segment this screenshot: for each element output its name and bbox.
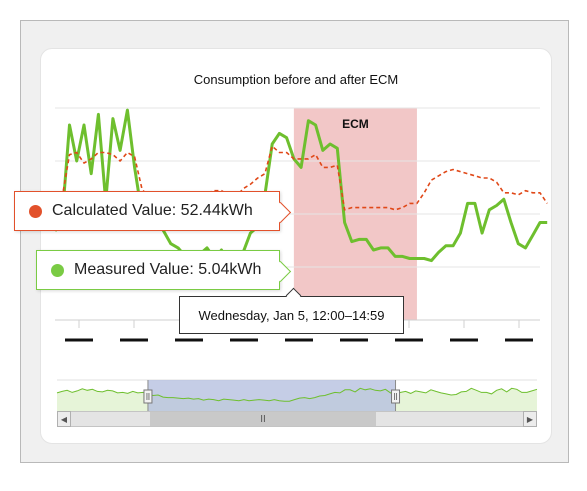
measured-value-line [53,108,548,271]
right-arrow-icon: ▶ [526,414,534,424]
scroll-thumb[interactable]: II [150,412,376,426]
chart-title: Consumption before and after ECM [193,72,399,87]
measured-value-callout: Measured Value: 5.04kWh [36,250,292,290]
scroll-left-button[interactable]: ◀ [57,411,71,427]
grip-icon: II [260,413,266,425]
main-plot: ECM [53,107,548,321]
calculated-value-callout: Calculated Value: 52.44kWh [14,191,292,231]
navigator-selection [147,380,396,411]
left-arrow-icon: ◀ [60,414,68,424]
date-tooltip: Wednesday, Jan 5, 12:00–14:59 [179,287,404,334]
calculated-series-dot [29,204,42,218]
ecm-band-label: ECM [342,117,369,131]
scroll-right-button[interactable]: ▶ [523,411,537,427]
x-axis-dashes [65,320,533,342]
navigator-right-handle[interactable] [391,389,401,404]
range-scrollbar[interactable]: ◀ II ▶ [57,411,537,427]
measured-series-dot [51,263,64,277]
navigator[interactable] [56,379,538,411]
calculated-value-label: Calculated Value: 52.44kWh [52,202,253,219]
date-tooltip-text: Wednesday, Jan 5, 12:00–14:59 [198,307,385,323]
calculated-value-line [54,145,548,211]
measured-value-label: Measured Value: 5.04kWh [74,261,262,278]
navigator-left-handle[interactable] [143,389,153,404]
navigator-line [56,387,538,402]
